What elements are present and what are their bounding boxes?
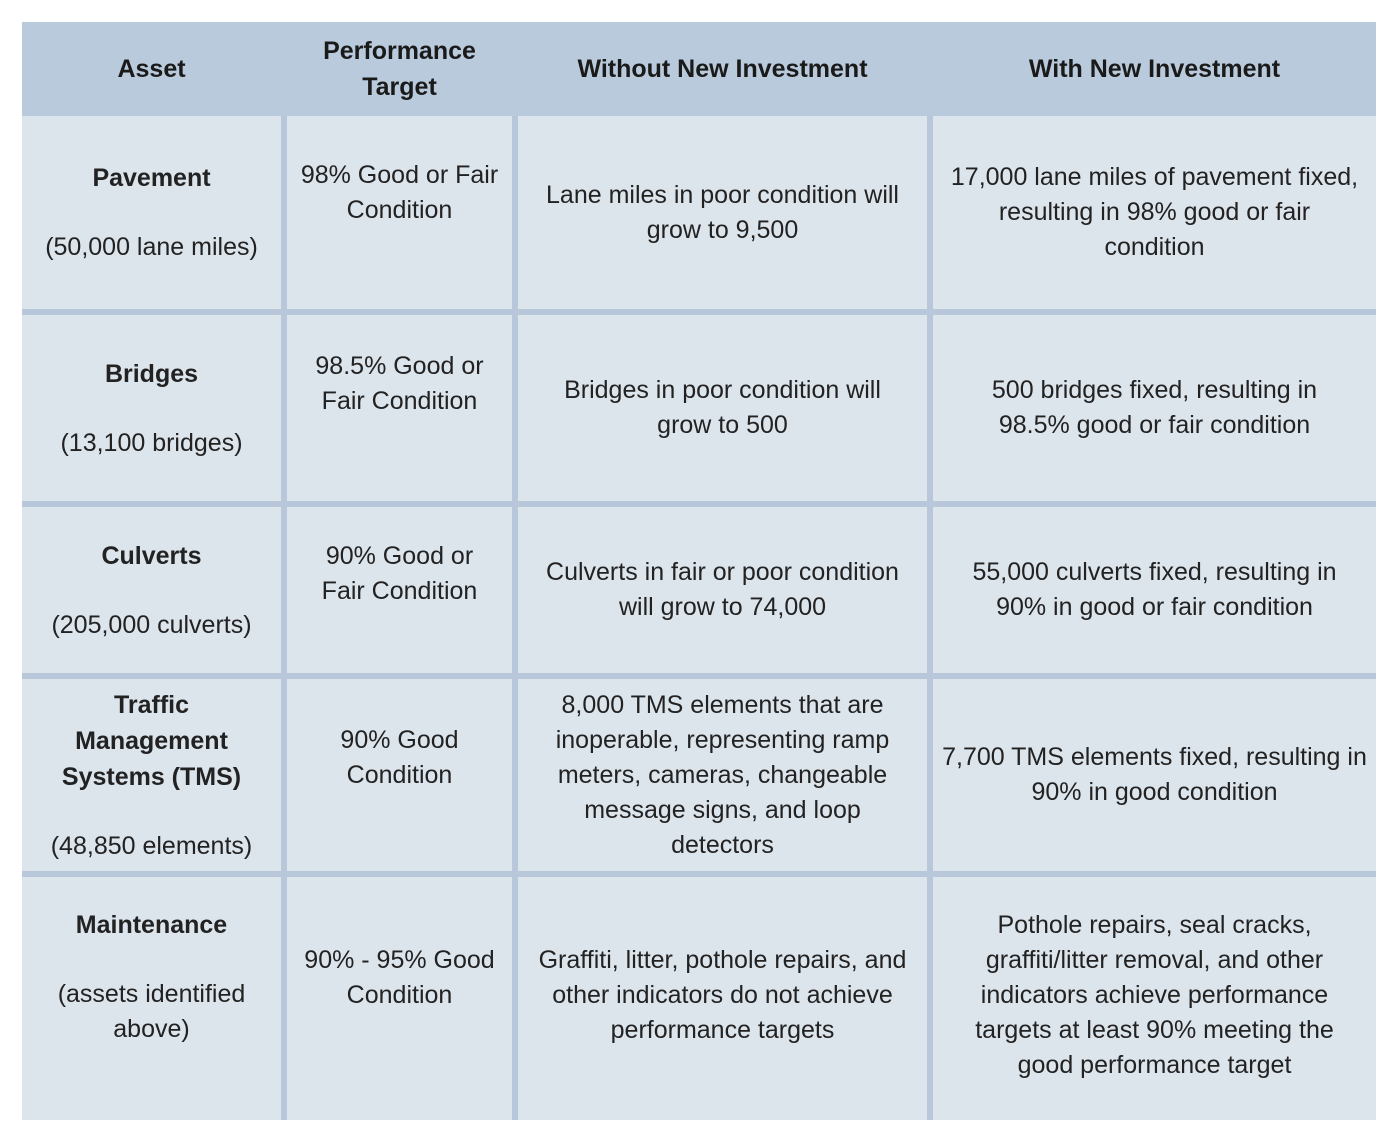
header-with-investment: With New Investment — [933, 22, 1376, 116]
asset-quantity: (205,000 culverts) — [51, 610, 252, 639]
with-investment-cell: Pothole repairs, seal cracks, graffiti/l… — [933, 877, 1376, 1120]
asset-name: Traffic Management Systems (TMS) — [61, 690, 242, 791]
with-investment-cell: 55,000 culverts fixed, resulting in 90% … — [933, 507, 1376, 673]
target-cell: 90% - 95% Good Condition — [287, 877, 512, 1120]
target-cell: 98.5% Good or Fair Condition — [287, 315, 512, 501]
without-investment-cell: Lane miles in poor condition will grow t… — [518, 116, 927, 309]
asset-cell-tms: Traffic Management Systems (TMS) (48,850… — [22, 679, 281, 871]
header-performance-target: Performance Target — [287, 22, 512, 116]
target-cell: 98% Good or Fair Condition — [287, 116, 512, 309]
without-investment-cell: Graffiti, litter, pothole repairs, and o… — [518, 877, 927, 1120]
header-spacer — [927, 22, 933, 116]
with-investment-cell: 7,700 TMS elements fixed, resulting in 9… — [933, 679, 1376, 871]
with-investment-cell: 17,000 lane miles of pavement fixed, res… — [933, 116, 1376, 309]
header-spacer — [281, 22, 287, 116]
asset-name: Maintenance — [75, 911, 228, 939]
asset-name: Pavement — [92, 164, 211, 192]
without-investment-cell: Bridges in poor condition will grow to 5… — [518, 315, 927, 501]
header-without-investment: Without New Investment — [518, 22, 927, 116]
asset-quantity: (48,850 elements) — [50, 831, 253, 860]
header-asset: Asset — [22, 22, 281, 116]
target-cell: 90% Good Condition — [287, 679, 512, 871]
asset-cell-pavement: Pavement (50,000 lane miles) — [22, 116, 281, 309]
without-investment-cell: Culverts in fair or poor condition will … — [518, 507, 927, 673]
asset-investment-table: Asset Performance Target Without New Inv… — [22, 22, 1376, 1120]
header-spacer — [512, 22, 518, 116]
with-investment-cell: 500 bridges fixed, resulting in 98.5% go… — [933, 315, 1376, 501]
asset-name: Bridges — [104, 359, 199, 388]
asset-quantity: (50,000 lane miles) — [45, 233, 258, 261]
asset-cell-maintenance: Maintenance (assets identified above) — [22, 877, 281, 1120]
asset-cell-culverts: Culverts (205,000 culverts) — [22, 507, 281, 673]
asset-quantity: (13,100 bridges) — [60, 428, 243, 457]
asset-quantity: (assets identified above) — [57, 980, 246, 1043]
asset-name: Culverts — [101, 541, 202, 570]
without-investment-cell: 8,000 TMS elements that are inoperable, … — [518, 679, 927, 871]
target-cell: 90% Good or Fair Condition — [287, 507, 512, 673]
asset-cell-bridges: Bridges (13,100 bridges) — [22, 315, 281, 501]
